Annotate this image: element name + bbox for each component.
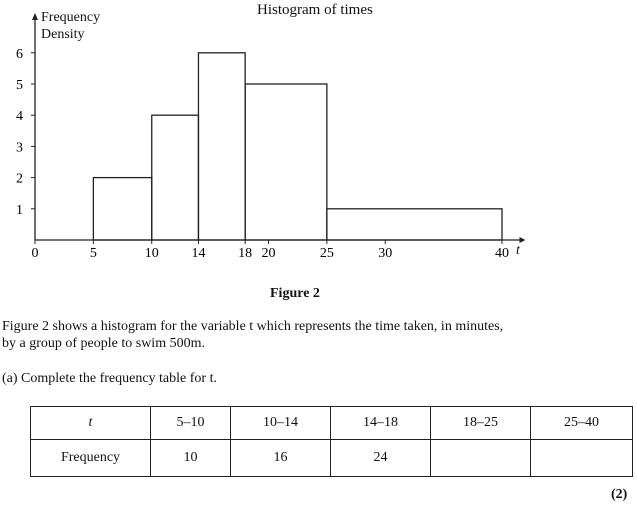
- y-axis-label: Frequency Density: [41, 10, 101, 42]
- y-tick-label: 2: [16, 172, 23, 187]
- header-cell: 25–40: [530, 406, 633, 440]
- x-tick-label: 40: [495, 246, 509, 261]
- histogram-bar: [151, 114, 200, 241]
- x-tick-label: 14: [191, 246, 205, 261]
- y-tick-label: 6: [16, 47, 23, 62]
- x-tick-label: 20: [262, 246, 276, 261]
- x-tick-label: 18: [238, 246, 252, 261]
- header-cell: 18–25: [430, 406, 531, 440]
- table-header-row: t 5–10 10–14 14–18 18–25 25–40: [30, 406, 633, 440]
- chart-title: Histogram of times: [257, 2, 373, 18]
- histogram-bar: [92, 176, 153, 241]
- x-tick-label: 10: [145, 246, 159, 261]
- table-row: Frequency 10 16 24: [30, 439, 633, 477]
- header-cell: 10–14: [230, 406, 331, 440]
- histogram-chart: 0 5 10 14 18 20 25 30 40 1 2 3 4 5 6: [16, 13, 526, 261]
- table-cell-input[interactable]: [530, 439, 633, 477]
- intro-line-2: by a group of people to swim 500m.: [2, 336, 205, 351]
- histogram-bar: [244, 83, 328, 241]
- x-axis-arrow-icon: [519, 237, 526, 243]
- y-tick-label: 3: [16, 140, 23, 155]
- y-tick-label: 5: [16, 78, 23, 93]
- table-cell: 10: [150, 439, 231, 477]
- y-tick-label: 1: [16, 203, 23, 218]
- x-tick-label: 5: [90, 246, 97, 261]
- table-cell-input[interactable]: [430, 439, 531, 477]
- marks: (2): [611, 487, 628, 502]
- table-cell: 16: [230, 439, 331, 477]
- x-axis-label: t: [516, 243, 520, 258]
- header-cell: t: [30, 406, 151, 440]
- row-label: Frequency: [30, 439, 151, 477]
- table-cell: 24: [330, 439, 431, 477]
- histogram-bar: [197, 52, 246, 241]
- question-a: (a) Complete the frequency table for t.: [2, 371, 217, 386]
- y-axis-arrow-icon: [32, 13, 38, 20]
- x-tick-label: 0: [32, 246, 39, 261]
- header-cell: 14–18: [330, 406, 431, 440]
- x-tick-label: 30: [378, 246, 392, 261]
- intro-line-1: Figure 2 shows a histogram for the varia…: [2, 319, 504, 334]
- y-tick-label: 4: [16, 109, 23, 124]
- figure-label: Figure 2: [270, 286, 320, 301]
- header-cell: 5–10: [150, 406, 231, 440]
- frequency-table: t 5–10 10–14 14–18 18–25 25–40 Frequency…: [30, 406, 633, 477]
- histogram-bar: [326, 208, 503, 241]
- x-tick-label: 25: [320, 246, 334, 261]
